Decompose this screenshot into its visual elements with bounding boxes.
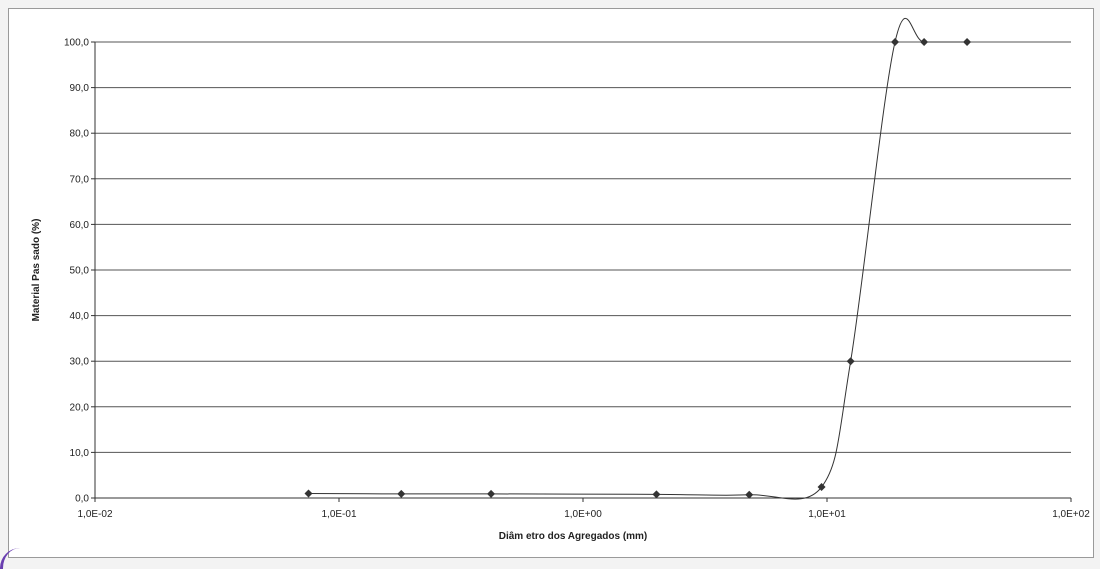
data-point [487, 489, 496, 498]
x-tick-label: 1,0E+02 [1052, 509, 1090, 520]
grid-lines [91, 41, 1072, 502]
data-point [920, 38, 929, 46]
chart-frame: 0,0 10,0 20,0 30,0 40,0 50,0 60,0 70,0 80,0 90,0 1… [8, 8, 1094, 558]
x-tick-label: 1,0E-02 [77, 509, 112, 520]
x-tick-label: 1,0E+00 [564, 509, 602, 520]
y-tick-label: 70,0 [70, 174, 90, 185]
data-point [304, 489, 313, 498]
x-tick-labels: 1,0E-02 1,0E-01 1,0E+00 1,0E+01 1,0E+02 [77, 509, 1090, 520]
y-tick-label: 40,0 [70, 311, 90, 322]
y-tick-label: 0,0 [75, 494, 89, 505]
data-point [963, 38, 972, 46]
data-point [846, 357, 855, 366]
y-tick-label: 20,0 [70, 402, 90, 413]
x-tick-label: 1,0E-01 [321, 509, 356, 520]
data-point [745, 490, 754, 499]
y-tick-label: 90,0 [70, 83, 90, 94]
data-curve [308, 17, 968, 500]
y-axis-title: Material Pas sado (%) [31, 219, 42, 322]
y-tick-label: 10,0 [70, 448, 90, 459]
y-tick-label: 30,0 [70, 357, 90, 368]
x-axis-title: Diâm etro dos Agregados (mm) [499, 531, 648, 542]
y-tick-labels: 0,0 10,0 20,0 30,0 40,0 50,0 60,0 70,0 80,0 90,0 1… [64, 38, 89, 505]
data-point [652, 490, 661, 499]
data-points [304, 38, 972, 499]
corner-scan-mark [0, 548, 33, 569]
x-tick-label: 1,0E+01 [808, 509, 846, 520]
y-tick-label: 80,0 [70, 129, 90, 140]
data-point [397, 489, 406, 498]
y-tick-label: 100,0 [64, 38, 89, 49]
chart: 0,0 10,0 20,0 30,0 40,0 50,0 60,0 70,0 80,0 90,0 1… [31, 17, 1090, 542]
y-tick-label: 50,0 [70, 266, 90, 277]
y-tick-label: 60,0 [70, 220, 90, 231]
data-point [817, 483, 826, 492]
data-point [891, 38, 900, 46]
series-line [308, 17, 968, 500]
